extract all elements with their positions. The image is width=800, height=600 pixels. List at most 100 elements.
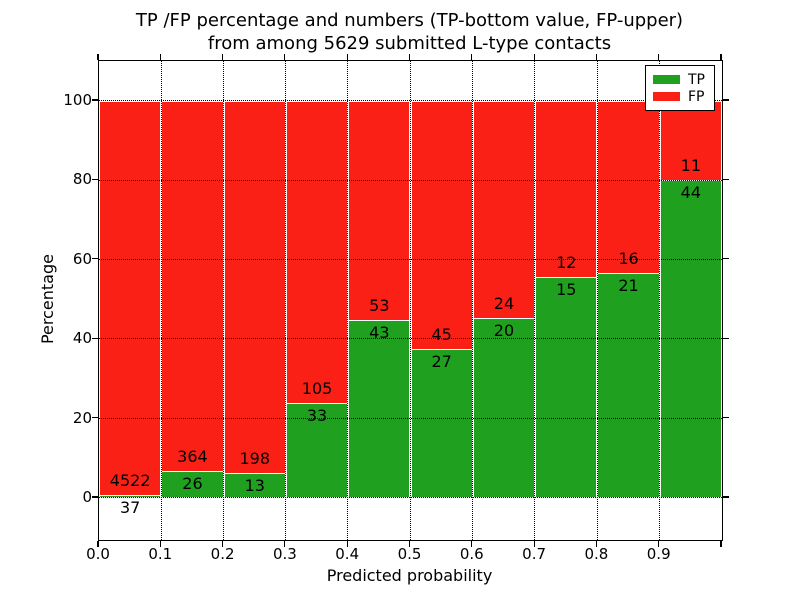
x-gridline bbox=[472, 61, 474, 540]
fp-bar bbox=[472, 101, 536, 318]
fp-count-label: 16 bbox=[618, 248, 639, 268]
tp-bar bbox=[535, 277, 598, 498]
x-tick-mark bbox=[284, 540, 286, 547]
chart-title-line2: from among 5629 submitted L-type contact… bbox=[207, 33, 612, 54]
x-tick-label: 0.7 bbox=[522, 545, 547, 563]
y-tick-mark bbox=[92, 258, 98, 260]
fp-bar bbox=[161, 101, 224, 472]
y-tick-mark-right bbox=[722, 258, 729, 260]
fp-bar bbox=[348, 101, 411, 321]
y-tick-mark bbox=[92, 496, 98, 498]
x-tick-label: 0.8 bbox=[584, 545, 609, 563]
x-tick-mark-top bbox=[346, 54, 348, 60]
fp-bar bbox=[99, 101, 162, 495]
fp-bar bbox=[285, 101, 349, 404]
legend-entry-fp: FP bbox=[653, 88, 707, 105]
y-tick-label: 0 bbox=[82, 487, 92, 506]
y-tick-mark-right bbox=[722, 496, 729, 498]
x-tick-mark bbox=[533, 540, 535, 547]
fp-count-label: 24 bbox=[493, 293, 515, 313]
x-tick-mark bbox=[408, 540, 411, 547]
tp-bar bbox=[410, 349, 473, 498]
x-tick-label: 0.9 bbox=[646, 545, 671, 563]
tp-count-label: 33 bbox=[306, 406, 328, 426]
y-axis-label: Percentage bbox=[38, 254, 57, 345]
x-tick-mark bbox=[346, 540, 348, 547]
x-gridline bbox=[658, 61, 660, 540]
x-tick-label: 0.5 bbox=[397, 545, 422, 563]
x-tick-mark-top bbox=[222, 54, 224, 60]
x-tick-mark bbox=[97, 540, 99, 547]
tp-bar bbox=[597, 272, 660, 498]
chart-title-line1: TP /FP percentage and numbers (TP-bottom… bbox=[135, 10, 684, 31]
x-gridline bbox=[409, 61, 411, 540]
x-tick-mark-top bbox=[533, 54, 535, 60]
legend: TP FP bbox=[645, 65, 715, 111]
legend-label-fp: FP bbox=[688, 88, 705, 105]
x-gridline bbox=[160, 61, 162, 540]
y-tick-mark bbox=[92, 178, 98, 181]
x-tick-mark-top bbox=[720, 54, 722, 60]
tp-count-label: 21 bbox=[618, 275, 639, 295]
x-tick-label: 0.3 bbox=[272, 545, 297, 563]
tp-count-label: 43 bbox=[369, 323, 390, 343]
fp-count-label: 12 bbox=[556, 253, 577, 273]
fp-count-label: 45 bbox=[431, 325, 452, 345]
x-tick-label: 0.4 bbox=[335, 545, 360, 563]
x-tick-mark-top bbox=[97, 54, 99, 60]
tp-bar bbox=[472, 317, 536, 498]
fp-count-label: 105 bbox=[301, 379, 333, 399]
y-tick-label: 60 bbox=[72, 249, 92, 268]
x-tick-mark bbox=[471, 540, 473, 547]
legend-label-tp: TP bbox=[688, 71, 705, 88]
x-gridline bbox=[596, 61, 598, 540]
y-tick-mark bbox=[92, 99, 98, 101]
legend-entry-tp: TP bbox=[653, 71, 707, 88]
x-tick-mark-top bbox=[595, 54, 597, 60]
x-tick-label: 0.6 bbox=[459, 545, 484, 563]
y-tick-mark-right bbox=[722, 416, 729, 419]
x-gridline bbox=[222, 61, 224, 540]
y-tick-label: 100 bbox=[63, 91, 92, 110]
x-tick-mark-top bbox=[159, 54, 161, 60]
x-tick-mark-top bbox=[471, 54, 473, 60]
x-tick-mark-top bbox=[408, 54, 411, 60]
tp-count-label: 15 bbox=[556, 280, 577, 300]
fp-bar bbox=[410, 101, 473, 350]
tp-count-label: 20 bbox=[493, 320, 515, 340]
x-tick-mark bbox=[720, 540, 722, 547]
x-tick-mark bbox=[658, 540, 660, 547]
fp-bar bbox=[597, 101, 660, 273]
x-tick-mark-top bbox=[658, 54, 660, 60]
fp-count-label: 11 bbox=[680, 156, 702, 176]
fp-swatch-icon bbox=[653, 92, 680, 101]
x-tick-label: 0.0 bbox=[86, 545, 110, 563]
x-tick-label: 0.2 bbox=[210, 545, 235, 563]
y-tick-mark bbox=[92, 416, 98, 419]
x-tick-mark bbox=[595, 540, 597, 547]
y-tick-mark-right bbox=[722, 99, 729, 101]
tp-bar bbox=[285, 403, 349, 498]
y-tick-label: 80 bbox=[72, 170, 92, 189]
x-axis-label: Predicted probability bbox=[326, 566, 493, 585]
y-tick-mark-right bbox=[722, 337, 729, 339]
x-gridline bbox=[347, 61, 349, 540]
tp-count-label: 13 bbox=[244, 476, 265, 496]
y-tick-mark-right bbox=[722, 178, 729, 181]
x-tick-mark bbox=[159, 540, 161, 547]
y-tick-label: 40 bbox=[72, 329, 92, 348]
plot-area: 4522 37 364 26 198 13 105 33 53 43 45 27 24 20 12 15 16 2… bbox=[98, 60, 723, 541]
tp-count-label: 27 bbox=[431, 352, 452, 372]
tp-count-label: 26 bbox=[182, 474, 203, 494]
fp-count-label: 364 bbox=[177, 447, 208, 467]
y-tick-label: 20 bbox=[72, 408, 92, 427]
fp-count-label: 4522 bbox=[109, 470, 151, 490]
y-tick-mark bbox=[92, 337, 98, 339]
x-gridline bbox=[285, 61, 287, 540]
chart-title: TP /FP percentage and numbers (TP-bottom… bbox=[98, 9, 721, 55]
x-tick-mark-top bbox=[284, 54, 286, 60]
fp-count-label: 53 bbox=[369, 296, 390, 316]
fp-count-label: 198 bbox=[239, 449, 271, 469]
tp-swatch-icon bbox=[653, 75, 680, 84]
